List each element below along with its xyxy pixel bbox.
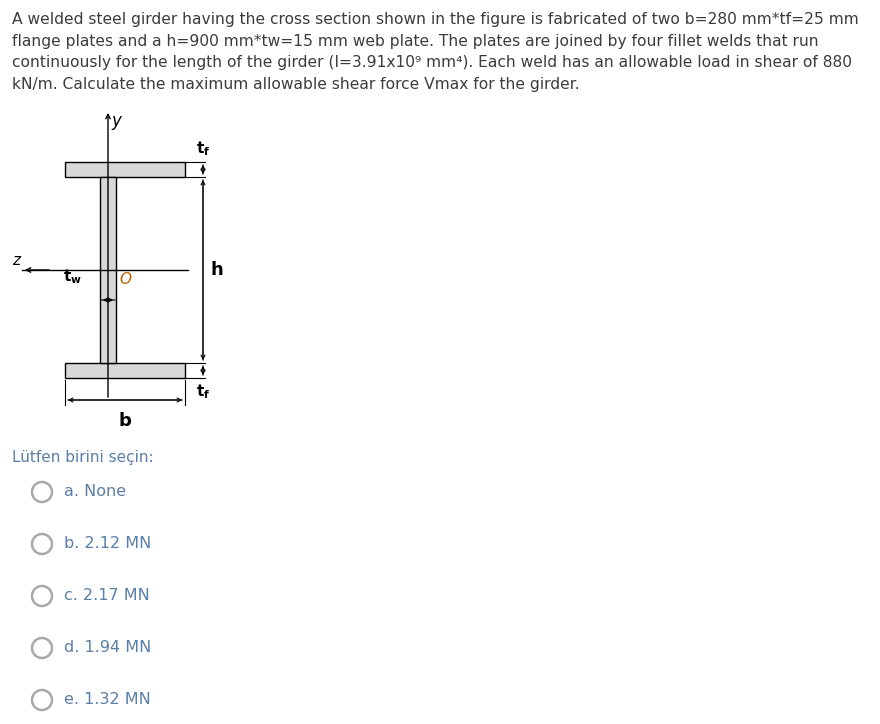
Bar bbox=[65, 363, 185, 378]
Text: O: O bbox=[119, 272, 131, 287]
Bar bbox=[65, 162, 185, 177]
Text: c. 2.17 MN: c. 2.17 MN bbox=[64, 589, 150, 604]
Text: b: b bbox=[119, 412, 131, 430]
Text: b. 2.12 MN: b. 2.12 MN bbox=[64, 536, 151, 552]
Text: y: y bbox=[111, 112, 121, 130]
Text: z: z bbox=[12, 253, 20, 268]
Text: $\mathbf{t_f}$: $\mathbf{t_f}$ bbox=[196, 382, 210, 400]
Text: d. 1.94 MN: d. 1.94 MN bbox=[64, 641, 151, 655]
Text: $\mathbf{t_w}$: $\mathbf{t_w}$ bbox=[63, 267, 82, 286]
Text: A welded steel girder having the cross section shown in the figure is fabricated: A welded steel girder having the cross s… bbox=[12, 12, 859, 92]
Text: e. 1.32 MN: e. 1.32 MN bbox=[64, 692, 150, 707]
Text: $\mathbf{t_f}$: $\mathbf{t_f}$ bbox=[196, 139, 210, 158]
Text: h: h bbox=[211, 261, 224, 279]
Bar bbox=[100, 177, 116, 363]
Text: Lütfen birini seçin:: Lütfen birini seçin: bbox=[12, 450, 154, 465]
Text: a. None: a. None bbox=[64, 484, 126, 500]
